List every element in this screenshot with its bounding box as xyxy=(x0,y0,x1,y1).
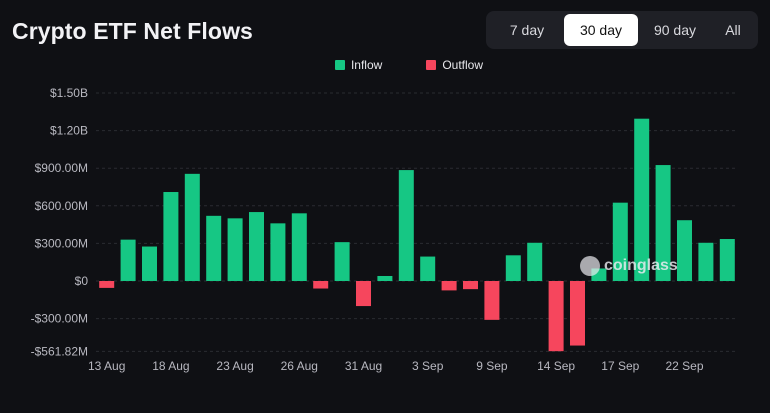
inflow-bar xyxy=(227,218,243,281)
page-title: Crypto ETF Net Flows xyxy=(12,18,253,44)
inflow-bar xyxy=(377,275,393,281)
y-tick-label: $300.00M xyxy=(35,236,88,250)
outflow-bar xyxy=(548,281,564,352)
inflow-swatch xyxy=(334,60,345,70)
inflow-bar xyxy=(527,242,543,281)
inflow-bar xyxy=(505,255,521,281)
x-tick-label: 31 Aug xyxy=(345,359,382,373)
tab-all[interactable]: All xyxy=(725,22,741,38)
coinglass-logo-icon xyxy=(580,256,600,276)
outflow-bar xyxy=(99,281,115,288)
x-tick-label: 14 Sep xyxy=(537,359,575,373)
inflow-bar xyxy=(420,256,436,281)
inflow-bar xyxy=(334,242,350,281)
outflow-bar xyxy=(313,281,329,289)
y-tick-label: -$561.82M xyxy=(31,344,88,358)
x-tick-label: 9 Sep xyxy=(476,359,508,373)
y-tick-label: -$300.00M xyxy=(31,312,88,326)
inflow-bar xyxy=(120,239,136,281)
inflow-bar xyxy=(184,173,200,281)
x-tick-label: 18 Aug xyxy=(152,359,189,373)
y-tick-label: $0 xyxy=(75,274,89,288)
x-tick-label: 3 Sep xyxy=(412,359,444,373)
x-tick-label: 13 Aug xyxy=(88,359,125,373)
chart-legend: Inflow Outflow xyxy=(0,58,770,72)
x-tick-label: 17 Sep xyxy=(601,359,639,373)
outflow-bar xyxy=(356,281,371,307)
inflow-bar xyxy=(719,239,735,281)
coinglass-watermark: coinglass xyxy=(580,256,678,276)
legend-outflow[interactable]: Outflow xyxy=(426,58,483,72)
tab-30-day[interactable]: 30 day xyxy=(564,14,638,46)
outflow-bar xyxy=(484,281,500,320)
outflow-bar xyxy=(463,281,478,290)
inflow-bar xyxy=(612,202,628,281)
tab-90-day[interactable]: 90 day xyxy=(653,22,697,38)
x-tick-label: 26 Aug xyxy=(281,359,318,373)
outflow-bar xyxy=(570,281,585,346)
x-tick-label: 23 Aug xyxy=(216,359,253,373)
legend-inflow-label: Inflow xyxy=(350,58,383,72)
inflow-bar xyxy=(634,118,650,282)
inflow-bar xyxy=(163,192,179,281)
outflow-swatch xyxy=(426,60,437,70)
outflow-bar xyxy=(441,281,457,291)
inflow-bar xyxy=(655,165,671,281)
y-tick-label: $600.00M xyxy=(35,199,88,213)
legend-inflow[interactable]: Inflow xyxy=(334,58,383,72)
inflow-bar xyxy=(677,220,692,281)
inflow-bar xyxy=(398,170,414,281)
time-range-selector: 7 day 30 day 90 day All xyxy=(486,11,758,49)
inflow-bar xyxy=(206,215,222,281)
watermark-text: coinglass xyxy=(604,257,678,274)
y-tick-label: $900.00M xyxy=(35,161,88,175)
inflow-bar xyxy=(698,242,714,281)
inflow-bar xyxy=(142,246,157,281)
y-tick-label: $1.50B xyxy=(50,86,88,100)
inflow-bar xyxy=(249,212,264,281)
inflow-bar xyxy=(291,213,307,281)
inflow-bar xyxy=(270,223,286,281)
tab-7-day[interactable]: 7 day xyxy=(509,22,545,38)
legend-outflow-label: Outflow xyxy=(442,58,484,72)
x-tick-label: 22 Sep xyxy=(665,359,703,373)
y-tick-label: $1.20B xyxy=(50,124,88,138)
